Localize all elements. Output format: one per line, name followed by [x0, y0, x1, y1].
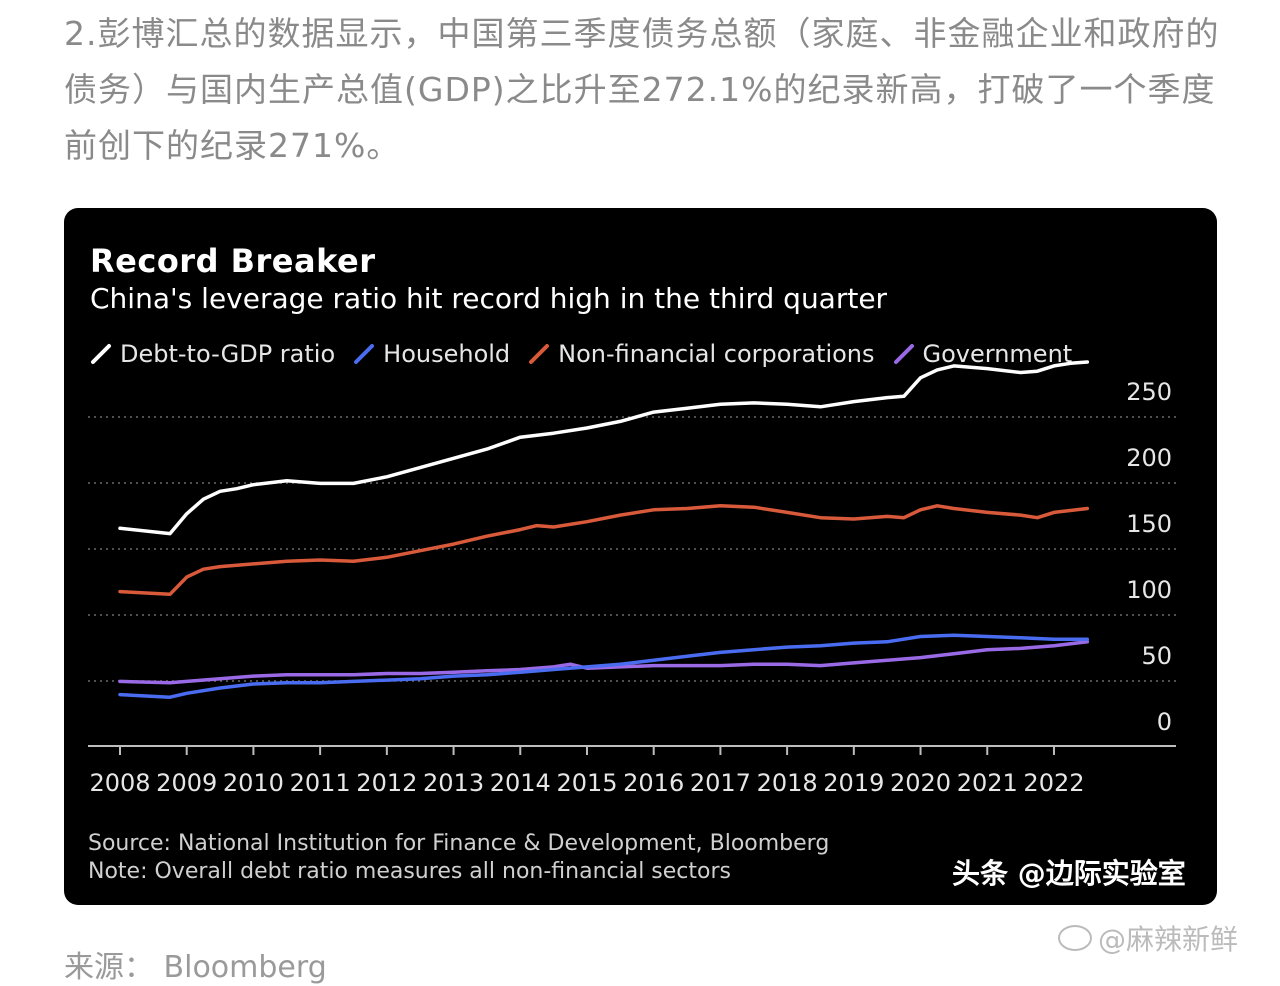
x-tick-label-2018: 2018 [757, 769, 818, 797]
y-tick-label-200: 200 [1126, 444, 1172, 472]
weibo-watermark: @麻辣新鲜 [1058, 918, 1238, 958]
x-tick-label-2013: 2013 [423, 769, 484, 797]
legend-label-debt: Debt-to-GDP ratio [120, 340, 336, 368]
x-tick-label-2014: 2014 [490, 769, 551, 797]
chart-title: Record Breaker [90, 242, 376, 280]
series-line-debt-to-gdp [118, 360, 1090, 536]
source-note: Source: National Institution for Finance… [88, 830, 829, 886]
x-tick-label-2010: 2010 [223, 769, 284, 797]
legend-item-corporations: Non-financial corporations [528, 340, 875, 368]
x-tick-label-2016: 2016 [623, 769, 684, 797]
y-tick-label-50: 50 [1141, 642, 1172, 670]
y-tick-label-100: 100 [1126, 576, 1172, 604]
legend-label-government: Government [922, 340, 1073, 368]
legend-swatch-debt [91, 344, 111, 364]
weibo-icon [1058, 925, 1092, 951]
legend-item-debt: Debt-to-GDP ratio [90, 340, 335, 368]
chart-subtitle: China's leverage ratio hit record high i… [90, 282, 888, 315]
x-tick-label-2019: 2019 [823, 769, 884, 797]
bottom-source-label: 来源： Bloomberg [64, 950, 327, 985]
weibo-handle: @麻辣新鲜 [1098, 923, 1239, 956]
x-tick-label-2015: 2015 [556, 769, 617, 797]
series-line-government [118, 640, 1090, 685]
chart-card: Record Breaker China's leverage ratio hi… [64, 208, 1217, 905]
legend-swatch-household [354, 344, 375, 364]
y-tick-label-150: 150 [1126, 510, 1172, 538]
x-tick-label-2020: 2020 [890, 769, 951, 797]
x-tick-label-2012: 2012 [356, 769, 417, 797]
legend-label-household: Household [383, 340, 511, 368]
x-tick-label-2022: 2022 [1023, 769, 1084, 797]
article-paragraph: 2.彭博汇总的数据显示，中国第三季度债务总额（家庭、非金融企业和政府的债务）与国… [64, 14, 1220, 165]
x-tick-label-2021: 2021 [957, 769, 1018, 797]
x-tick-label-2009: 2009 [156, 769, 217, 797]
legend-item-household: Household [353, 340, 510, 368]
chart-legend: Debt-to-GDP ratio Household Non-financia… [90, 340, 1090, 368]
series-line-household [118, 633, 1090, 699]
legend-swatch-corporations [529, 344, 550, 364]
series-line-non-financial-corporations [118, 504, 1090, 597]
y-tick-label-250: 250 [1126, 378, 1172, 406]
y-tick-label-0: 0 [1157, 708, 1172, 736]
legend-label-corporations: Non-financial corporations [558, 340, 875, 368]
x-tick-label-2011: 2011 [290, 769, 351, 797]
x-tick-label-2017: 2017 [690, 769, 751, 797]
toutiao-watermark: 头条 @边际实验室 [952, 857, 1186, 890]
source-text: Source: National Institution for Finance… [88, 831, 830, 856]
x-tick-label-2008: 2008 [89, 769, 150, 797]
legend-item-government: Government [893, 340, 1073, 368]
legend-swatch-government [893, 344, 914, 364]
note-text: Note: Overall debt ratio measures all no… [88, 859, 731, 884]
